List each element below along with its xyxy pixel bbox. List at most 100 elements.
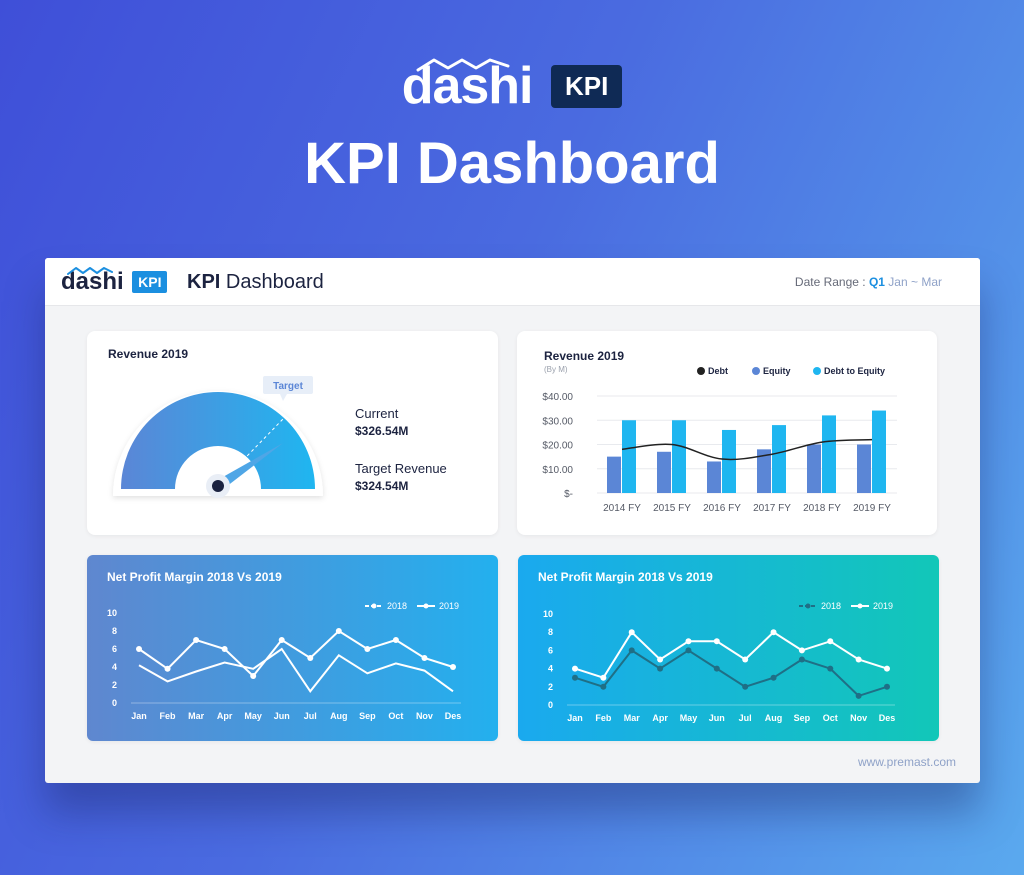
gauge-needle bbox=[214, 443, 283, 490]
line-chart-title: Net Profit Margin 2018 Vs 2019 bbox=[107, 570, 282, 584]
line-x-tick: Jul bbox=[304, 711, 317, 721]
series-2019-point bbox=[392, 637, 399, 643]
bar-y-tick: $20.00 bbox=[542, 441, 573, 452]
line-x-tick: Des bbox=[879, 713, 896, 723]
bar-x-tick: 2017 FY bbox=[753, 503, 791, 514]
series-2018-point bbox=[685, 647, 692, 654]
bar-y-tick: $10.00 bbox=[542, 465, 573, 476]
line-y-tick: 6 bbox=[112, 644, 117, 654]
line-y-tick: 6 bbox=[548, 645, 553, 655]
bar-y-tick: $40.00 bbox=[542, 392, 573, 403]
bar-debt-to-equity bbox=[822, 415, 836, 493]
gauge-hub bbox=[212, 480, 224, 492]
bar-debt-to-equity bbox=[672, 420, 686, 493]
line-x-tick: Sep bbox=[359, 711, 376, 721]
line-x-tick: Sep bbox=[794, 713, 811, 723]
line-y-tick: 2 bbox=[548, 682, 553, 692]
line-x-tick: Feb bbox=[160, 711, 177, 721]
bar-equity bbox=[607, 456, 621, 493]
legend-label: Debt bbox=[708, 366, 728, 376]
page-title: KPI Dashboard bbox=[187, 271, 324, 294]
series-2019-point bbox=[221, 646, 228, 652]
line-y-tick: 4 bbox=[548, 664, 553, 674]
date-range[interactable]: Date Range : Q1 Jan ~ Mar bbox=[795, 275, 942, 289]
series-2018-point bbox=[827, 665, 834, 672]
bar-x-tick: 2019 FY bbox=[853, 503, 891, 514]
series-2019-point bbox=[855, 656, 862, 663]
line-x-tick: Aug bbox=[330, 711, 348, 721]
line-x-tick: Jun bbox=[274, 711, 290, 721]
line-x-tick: Nov bbox=[850, 713, 867, 723]
current-value: $326.54M bbox=[355, 424, 409, 438]
series-2019-point bbox=[278, 637, 285, 643]
line-x-tick: Des bbox=[445, 711, 462, 721]
line-y-tick: 10 bbox=[107, 608, 117, 618]
line-chart-title: Net Profit Margin 2018 Vs 2019 bbox=[538, 570, 713, 584]
website-link[interactable]: www.premast.com bbox=[857, 755, 956, 769]
bar-equity bbox=[757, 449, 771, 493]
hero-logo-word: dashi bbox=[401, 57, 534, 115]
target-tag: Target bbox=[273, 381, 303, 392]
net-profit-card-1: Net Profit Margin 2018 Vs 2019 0 2 4 6 8 10 Jan… bbox=[87, 555, 498, 741]
page-title-bold: KPI bbox=[187, 271, 221, 293]
series-2018-point bbox=[657, 665, 664, 672]
line-x-tick: Apr bbox=[652, 713, 668, 723]
revenue-gauge-card: Revenue 2019 Target Current $326.54M bbox=[87, 331, 498, 535]
page-title-rest: Dashboard bbox=[220, 271, 324, 293]
line-y-tick: 8 bbox=[548, 627, 553, 637]
header-logo-badge: KPI bbox=[132, 271, 168, 293]
line-x-tick: Apr bbox=[217, 711, 233, 721]
series-2018-point bbox=[572, 674, 578, 681]
legend-marker bbox=[805, 603, 811, 609]
debt-line bbox=[621, 438, 873, 461]
bar-equity bbox=[657, 451, 671, 493]
bar-chart-title: Revenue 2019 bbox=[544, 349, 624, 363]
date-range-months: Jan ~ Mar bbox=[884, 275, 942, 289]
target-revenue-label: Target Revenue bbox=[355, 461, 447, 476]
line-x-tick: May bbox=[680, 713, 698, 723]
legend-marker bbox=[752, 367, 760, 375]
series-2019-point bbox=[307, 655, 314, 661]
line-y-tick: 2 bbox=[112, 680, 117, 690]
logo-wave-icon bbox=[416, 58, 510, 72]
series-2019-point bbox=[193, 637, 200, 643]
series-2019-point bbox=[335, 628, 342, 634]
series-2019-line bbox=[574, 630, 888, 679]
line-y-tick: 0 bbox=[548, 700, 553, 710]
series-2019-point bbox=[250, 673, 257, 679]
net-profit-line-chart-1: Net Profit Margin 2018 Vs 2019 0 2 4 6 8 10 Jan… bbox=[107, 570, 462, 721]
series-2019-point bbox=[742, 656, 749, 663]
bar-x-tick: 2016 FY bbox=[703, 503, 741, 514]
line-x-tick: Oct bbox=[388, 711, 403, 721]
series-2019-point bbox=[572, 665, 578, 672]
gauge-card-title: Revenue 2019 bbox=[108, 347, 189, 361]
revenue-bar-chart: Revenue 2019 (By M) $- $10.00 $20.00 $30.00 $4… bbox=[542, 349, 897, 514]
line-x-tick: Jul bbox=[739, 713, 752, 723]
series-2019-point bbox=[827, 638, 834, 645]
target-revenue-value: $324.54M bbox=[355, 479, 409, 493]
series-2018-point bbox=[713, 665, 720, 672]
series-2019-point bbox=[164, 665, 171, 672]
bar-equity bbox=[707, 461, 721, 493]
series-2018-line bbox=[574, 649, 888, 698]
legend-label: 2018 bbox=[821, 601, 841, 611]
dashboard-window: dashi KPI KPI Dashboard Date Range : Q1 … bbox=[45, 258, 980, 783]
series-2018-line bbox=[138, 647, 454, 693]
net-profit-line-chart-2: Net Profit Margin 2018 Vs 2019 0 2 4 6 8 10 Jan… bbox=[538, 570, 896, 723]
current-label: Current bbox=[355, 406, 399, 421]
legend-marker bbox=[371, 603, 377, 609]
series-2019-point bbox=[450, 664, 456, 670]
line-x-tick: Oct bbox=[823, 713, 838, 723]
hero-logo: dashi KPI bbox=[0, 56, 1024, 116]
header-logo: dashi KPI bbox=[61, 267, 168, 296]
series-2018-point bbox=[798, 656, 805, 663]
logo-wave-icon bbox=[67, 267, 113, 275]
series-2018-point bbox=[855, 692, 862, 699]
bar-debt-to-equity bbox=[872, 410, 886, 493]
line-x-tick: Feb bbox=[595, 713, 612, 723]
series-2019-point bbox=[600, 674, 607, 681]
line-x-tick: Jan bbox=[131, 711, 147, 721]
line-x-tick: Jun bbox=[709, 713, 725, 723]
revenue-gauge: Target bbox=[113, 376, 323, 498]
line-x-tick: Aug bbox=[765, 713, 783, 723]
